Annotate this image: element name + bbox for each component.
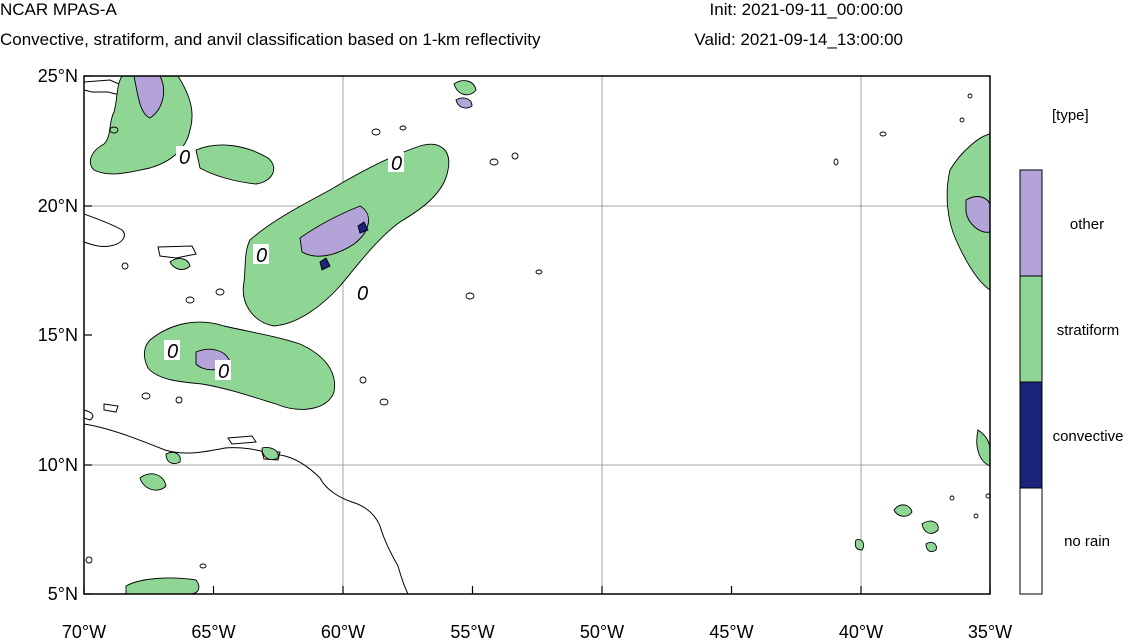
precip-cell-north-2 [455,97,473,109]
precip-cluster-northwest [90,76,193,175]
contour-small [535,269,543,275]
contour-small [833,158,839,166]
contour-small [465,292,475,300]
tick-marks [83,75,991,595]
contour-small [879,131,887,137]
lat-tick-label: 10°N [38,455,78,475]
lon-tick-label: 50°W [580,622,624,641]
contour-labels: 0 0 0 0 0 0 [164,146,404,383]
lat-tick-label: 5°N [48,584,78,604]
precip-convective-core-2 [357,221,369,234]
colorbar-label-other: other [1070,216,1104,233]
lon-tick-label: 35°W [968,622,1012,641]
contour-label: 0 [256,245,267,267]
contour-label-bg [354,282,370,302]
lon-tick-label: 40°W [839,622,883,641]
contour-label: 0 [357,283,368,305]
precip-features [90,76,990,594]
contour-label: 0 [218,361,229,383]
map-content: 0 0 0 0 0 0 [84,76,990,594]
coastline-hispaniola [84,213,125,247]
contour-small [121,262,129,270]
coastline-margarita [227,435,257,445]
colorbar-segment-convective [1019,381,1043,489]
contour-label-bg [388,152,404,172]
lat-tick-labels: 25°N 20°N 15°N 10°N 5°N [38,66,78,604]
contour-label-bg [164,340,180,360]
lat-tick-label: 15°N [38,325,78,345]
contour-small [489,158,499,166]
contour-small [109,126,119,134]
contour-small [967,93,973,99]
contour-label-bg [176,146,192,166]
colorbar-segment-stratiform [1019,275,1043,383]
lat-tick-label: 20°N [38,196,78,216]
contour-label: 0 [391,153,402,175]
contour-label: 0 [179,147,190,169]
contour-small [959,117,965,123]
contour-small [359,376,367,384]
precip-cell-east-lower [976,429,990,467]
lon-tick-label: 60°W [321,622,365,641]
contour-label-bg [215,360,231,380]
contour-small [973,513,979,519]
contour-small [371,128,381,136]
contour-small [511,152,519,160]
colorbar: other stratiform convective no rain [1019,169,1124,595]
contour-small [985,493,990,499]
contour-small [141,392,151,400]
model-title: NCAR MPAS-A [0,0,117,19]
lon-tick-label: 55°W [450,622,494,641]
valid-time: Valid: 2021-09-14_13:00:00 [694,30,903,49]
coastlines [84,79,409,594]
precip-cell-sw-1 [139,473,167,491]
precip-cell-west-1 [169,258,191,270]
colorbar-segment-other [1019,169,1043,277]
coastline-curacao [103,403,119,413]
contour-small [185,296,195,304]
colorbar-label-convective: convective [1053,428,1124,445]
contour-label: 0 [167,341,178,363]
lon-tick-label: 45°W [709,622,753,641]
precip-cell-north-1 [453,80,477,96]
contour-label-bg [253,244,269,264]
contour-small [379,398,389,406]
precip-cell-se-2 [921,520,939,534]
contour-small [399,125,407,131]
precip-cell-se-3 [925,541,937,553]
contour-small [199,563,207,569]
contour-small [85,556,93,564]
coastline-islet [84,409,94,421]
colorbar-unit-label: [type] [1052,107,1089,124]
precip-anvil-east [965,196,990,233]
precip-convective-core-1 [319,257,331,271]
lon-tick-label: 65°W [191,622,235,641]
lat-tick-label: 25°N [38,66,78,86]
precip-anvil-central [299,205,369,257]
coastline-puerto-rico [157,245,197,259]
lon-tick-label: 70°W [62,622,106,641]
precip-anvil-northwest [133,76,164,119]
precip-band-a [195,144,275,185]
contour-small [175,396,183,404]
precip-cluster-south [143,321,336,410]
init-time: Init: 2021-09-11_00:00:00 [709,0,903,19]
contour-small [215,288,225,296]
lon-tick-labels: 70°W 65°W 60°W 55°W 50°W 45°W 40°W 35°W [62,622,1012,641]
colorbar-segment-no-rain [1019,487,1043,595]
precip-cell-sw-2 [165,451,181,465]
plot-subtitle: Convective, stratiform, and anvil classi… [0,30,541,49]
colorbar-label-no-rain: no rain [1064,533,1110,550]
colorbar-label-stratiform: stratiform [1057,322,1120,339]
precip-cell-trinidad [261,447,279,460]
scattered-contours [85,93,990,569]
precip-cell-se-1 [893,504,913,517]
contour-small [949,495,955,501]
gridlines [84,76,990,594]
precip-cell-se-4 [854,539,865,551]
coastline-south-america [84,423,409,594]
